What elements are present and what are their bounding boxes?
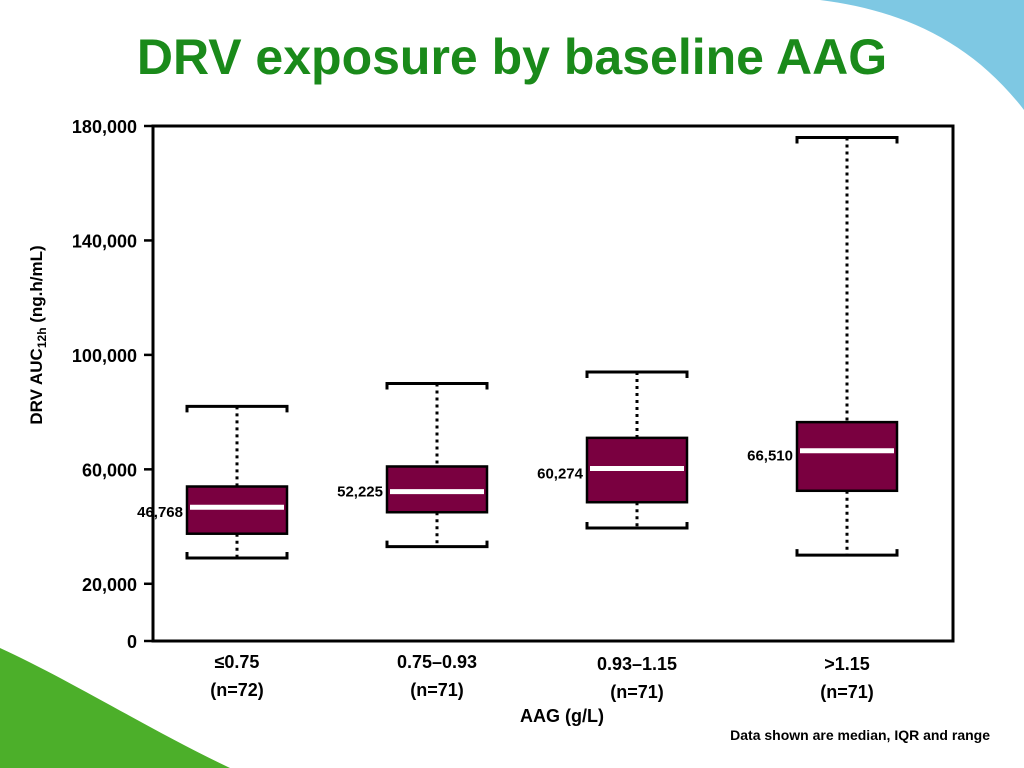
x-category-n: (n=71) — [820, 682, 874, 702]
median-label: 66,510 — [747, 448, 793, 465]
x-axis: ≤0.75 (n=72) 0.75–0.93 (n=71) 0.93–1.15 (n=71… — [210, 652, 874, 702]
y-axis: 0 20,000 60,000 100,000 140,000 180,000 — [72, 117, 153, 652]
box-group-2: 52,225 — [337, 382, 489, 549]
y-axis-label-main: DRV AUC — [27, 348, 46, 425]
x-category-label: 0.75–0.93 — [397, 652, 477, 672]
y-tick-label: 20,000 — [82, 575, 137, 595]
y-tick-label: 180,000 — [72, 117, 137, 137]
x-category-n: (n=72) — [210, 680, 264, 700]
x-category-n: (n=71) — [610, 682, 664, 702]
box-group-4: 66,510 — [747, 135, 899, 557]
x-category-label: 0.93–1.15 — [597, 654, 677, 674]
y-axis-label-unit: (ng.h/mL) — [27, 245, 46, 322]
min-cap — [385, 540, 489, 549]
y-axis-label-subscript: 12h — [35, 327, 49, 348]
max-cap — [185, 404, 289, 413]
box-group-3: 60,274 — [537, 370, 689, 530]
plot-area: 46,768 52,225 60,274 66,510 — [137, 135, 899, 560]
iqr-box — [185, 485, 289, 535]
x-category-n: (n=71) — [410, 680, 464, 700]
max-cap — [385, 382, 489, 390]
x-category-label: >1.15 — [824, 654, 870, 674]
y-tick-label: 0 — [127, 632, 137, 652]
y-axis-label: DRV AUC12h (ng.h/mL) — [27, 245, 49, 424]
corner-wave-green — [0, 648, 230, 768]
box-group-1: 46,768 — [137, 404, 289, 560]
max-cap — [795, 135, 899, 144]
min-cap — [795, 549, 899, 557]
footnote: Data shown are median, IQR and range — [730, 727, 990, 743]
median-label: 46,768 — [137, 504, 183, 521]
plot-frame — [151, 124, 955, 643]
y-tick-label: 60,000 — [82, 460, 137, 480]
y-tick-label: 100,000 — [72, 346, 137, 366]
median-label: 60,274 — [537, 466, 584, 483]
median-label: 52,225 — [337, 484, 383, 501]
corner-wave-blue — [820, 0, 1024, 110]
slide-title: DRV exposure by baseline AAG — [136, 29, 888, 85]
x-axis-label: AAG (g/L) — [520, 706, 604, 726]
iqr-box — [795, 420, 899, 493]
y-tick-label: 140,000 — [72, 231, 137, 251]
min-cap — [185, 552, 289, 560]
max-cap — [585, 370, 689, 379]
min-cap — [585, 521, 689, 530]
x-category-label: ≤0.75 — [215, 652, 260, 672]
